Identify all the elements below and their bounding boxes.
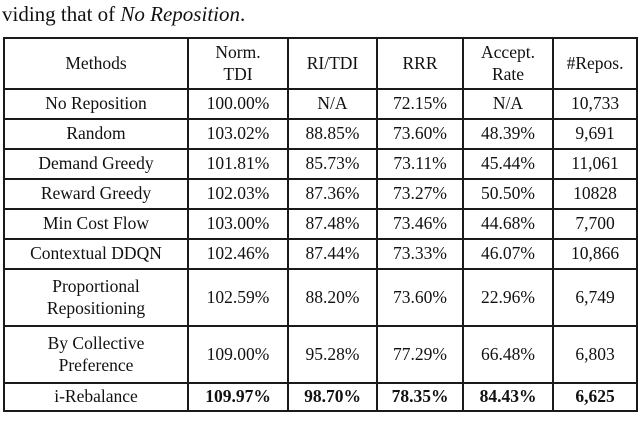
value-cell: 84.43% [462, 382, 554, 412]
value-cell: 109.00% [187, 325, 289, 384]
value-cell: 22.96% [462, 268, 554, 327]
value-cell: 73.33% [376, 238, 464, 270]
value-cell: 87.44% [287, 238, 378, 270]
table-row: Min Cost Flow 103.00% 87.48% 73.46% 44.68% 7,… [3, 208, 638, 240]
value-cell: 101.81% [187, 148, 289, 180]
value-cell: 102.46% [187, 238, 289, 270]
value-cell: 6,803 [552, 325, 638, 384]
value-cell: 73.60% [376, 268, 464, 327]
value-cell: 45.44% [462, 148, 554, 180]
column-header-2: RI/TDI [287, 37, 378, 90]
paragraph-text-emphasis: No Reposition [120, 2, 240, 26]
method-cell: Min Cost Flow [3, 208, 189, 240]
value-cell: 109.97% [187, 382, 289, 412]
value-cell: 95.28% [287, 325, 378, 384]
value-cell: 77.29% [376, 325, 464, 384]
value-cell: 10,733 [552, 88, 638, 120]
table-row: Reward Greedy 102.03% 87.36% 73.27% 50.50% 10… [3, 178, 638, 210]
method-cell: Contextual DDQN [3, 238, 189, 270]
value-cell: 102.03% [187, 178, 289, 210]
value-cell: 88.20% [287, 268, 378, 327]
value-cell: 6,625 [552, 382, 638, 412]
column-header-1: Norm. TDI [187, 37, 289, 90]
table-row: Demand Greedy 101.81% 85.73% 73.11% 45.44% 11… [3, 148, 638, 180]
value-cell: N/A [462, 88, 554, 120]
value-cell: 7,700 [552, 208, 638, 240]
value-cell: 103.00% [187, 208, 289, 240]
value-cell: 73.46% [376, 208, 464, 240]
table-row: Contextual DDQN 102.46% 87.44% 73.33% 46.07%… [3, 238, 638, 270]
column-header-4: Accept. Rate [462, 37, 554, 90]
column-header-3: RRR [376, 37, 464, 90]
value-cell: 44.68% [462, 208, 554, 240]
method-cell: Demand Greedy [3, 148, 189, 180]
method-cell: Random [3, 118, 189, 150]
value-cell: 46.07% [462, 238, 554, 270]
method-cell: Reward Greedy [3, 178, 189, 210]
table-header: Methods Norm. TDI RI/TDI RRR Accept. Rate #Re… [3, 37, 638, 90]
method-cell: Proportional Repositioning [3, 268, 189, 327]
value-cell: 73.27% [376, 178, 464, 210]
value-cell: 87.36% [287, 178, 378, 210]
table-body: No Reposition 100.00% N/A 72.15% N/A 10,733 Ra… [3, 88, 638, 412]
value-cell: 48.39% [462, 118, 554, 150]
table-row: Random 103.02% 88.85% 73.60% 48.39% 9,691 [3, 118, 638, 150]
value-cell: 10,866 [552, 238, 638, 270]
value-cell: 72.15% [376, 88, 464, 120]
value-cell: 103.02% [187, 118, 289, 150]
table-row: i-Rebalance 109.97% 98.70% 78.35% 84.43% 6,62… [3, 382, 638, 412]
value-cell: 88.85% [287, 118, 378, 150]
value-cell: N/A [287, 88, 378, 120]
value-cell: 10828 [552, 178, 638, 210]
table-row: By Collective Preference 109.00% 95.28% 77.… [3, 325, 638, 384]
value-cell: 102.59% [187, 268, 289, 327]
method-cell: i-Rebalance [3, 382, 189, 412]
paragraph-fragment: viding that of No Reposition. [0, 0, 640, 28]
value-cell: 11,061 [552, 148, 638, 180]
value-cell: 85.73% [287, 148, 378, 180]
results-table: Methods Norm. TDI RI/TDI RRR Accept. Rate #Re… [3, 37, 638, 412]
value-cell: 9,691 [552, 118, 638, 150]
value-cell: 50.50% [462, 178, 554, 210]
value-cell: 100.00% [187, 88, 289, 120]
method-cell: No Reposition [3, 88, 189, 120]
value-cell: 78.35% [376, 382, 464, 412]
value-cell: 87.48% [287, 208, 378, 240]
value-cell: 66.48% [462, 325, 554, 384]
table-row: No Reposition 100.00% N/A 72.15% N/A 10,733 [3, 88, 638, 120]
header-row: Methods Norm. TDI RI/TDI RRR Accept. Rate #Re… [3, 37, 638, 90]
value-cell: 98.70% [287, 382, 378, 412]
column-header-5: #Repos. [552, 37, 638, 90]
value-cell: 73.60% [376, 118, 464, 150]
table-row: Proportional Repositioning 102.59% 88.20% 7… [3, 268, 638, 327]
column-header-methods: Methods [3, 37, 189, 90]
paragraph-text-prefix: viding that of [2, 2, 121, 26]
value-cell: 6,749 [552, 268, 638, 327]
method-cell: By Collective Preference [3, 325, 189, 384]
paragraph-text-suffix: . [240, 2, 246, 26]
value-cell: 73.11% [376, 148, 464, 180]
